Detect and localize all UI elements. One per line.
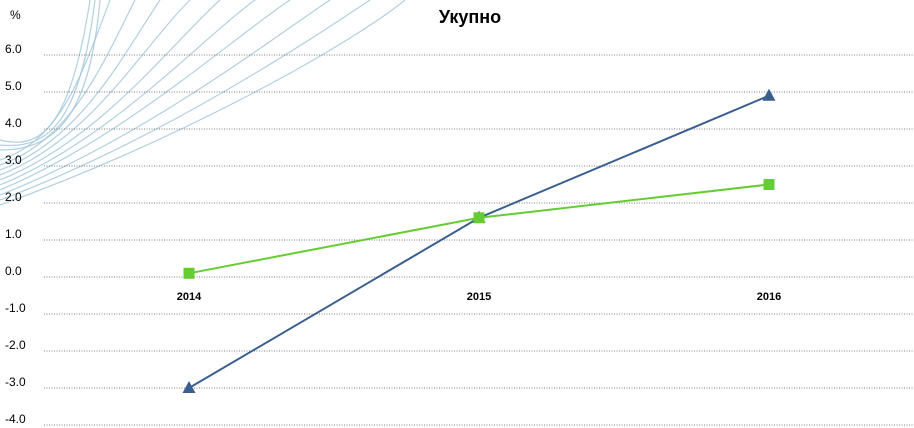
- y-tick-label: 3.0: [5, 153, 22, 167]
- y-tick-label: 6.0: [5, 42, 22, 56]
- marker: [182, 381, 196, 393]
- y-tick-label: 2.0: [5, 190, 22, 204]
- decoration: [0, 0, 406, 206]
- y-tick-label: 1.0: [5, 227, 22, 241]
- series-line: [188, 183, 770, 275]
- chart-title: Укупно: [439, 7, 501, 27]
- y-tick-label: -2.0: [5, 338, 26, 352]
- y-tick-label: 4.0: [5, 116, 22, 130]
- x-tick-label: 2014: [177, 291, 202, 303]
- marker: [183, 267, 195, 279]
- y-tick-label: -1.0: [5, 301, 26, 315]
- x-tick-label: 2015: [467, 291, 491, 303]
- marker: [763, 179, 775, 190]
- y-tick-label: -4.0: [5, 412, 26, 426]
- series-line: [188, 94, 770, 389]
- x-tick-label: 2016: [757, 291, 781, 303]
- marker: [473, 212, 485, 224]
- y-tick-label: 5.0: [5, 79, 22, 93]
- y-tick-label: 0.0: [5, 264, 22, 278]
- y-axis-label: %: [10, 8, 21, 22]
- y-tick-label: -3.0: [5, 375, 26, 389]
- marker: [762, 88, 776, 101]
